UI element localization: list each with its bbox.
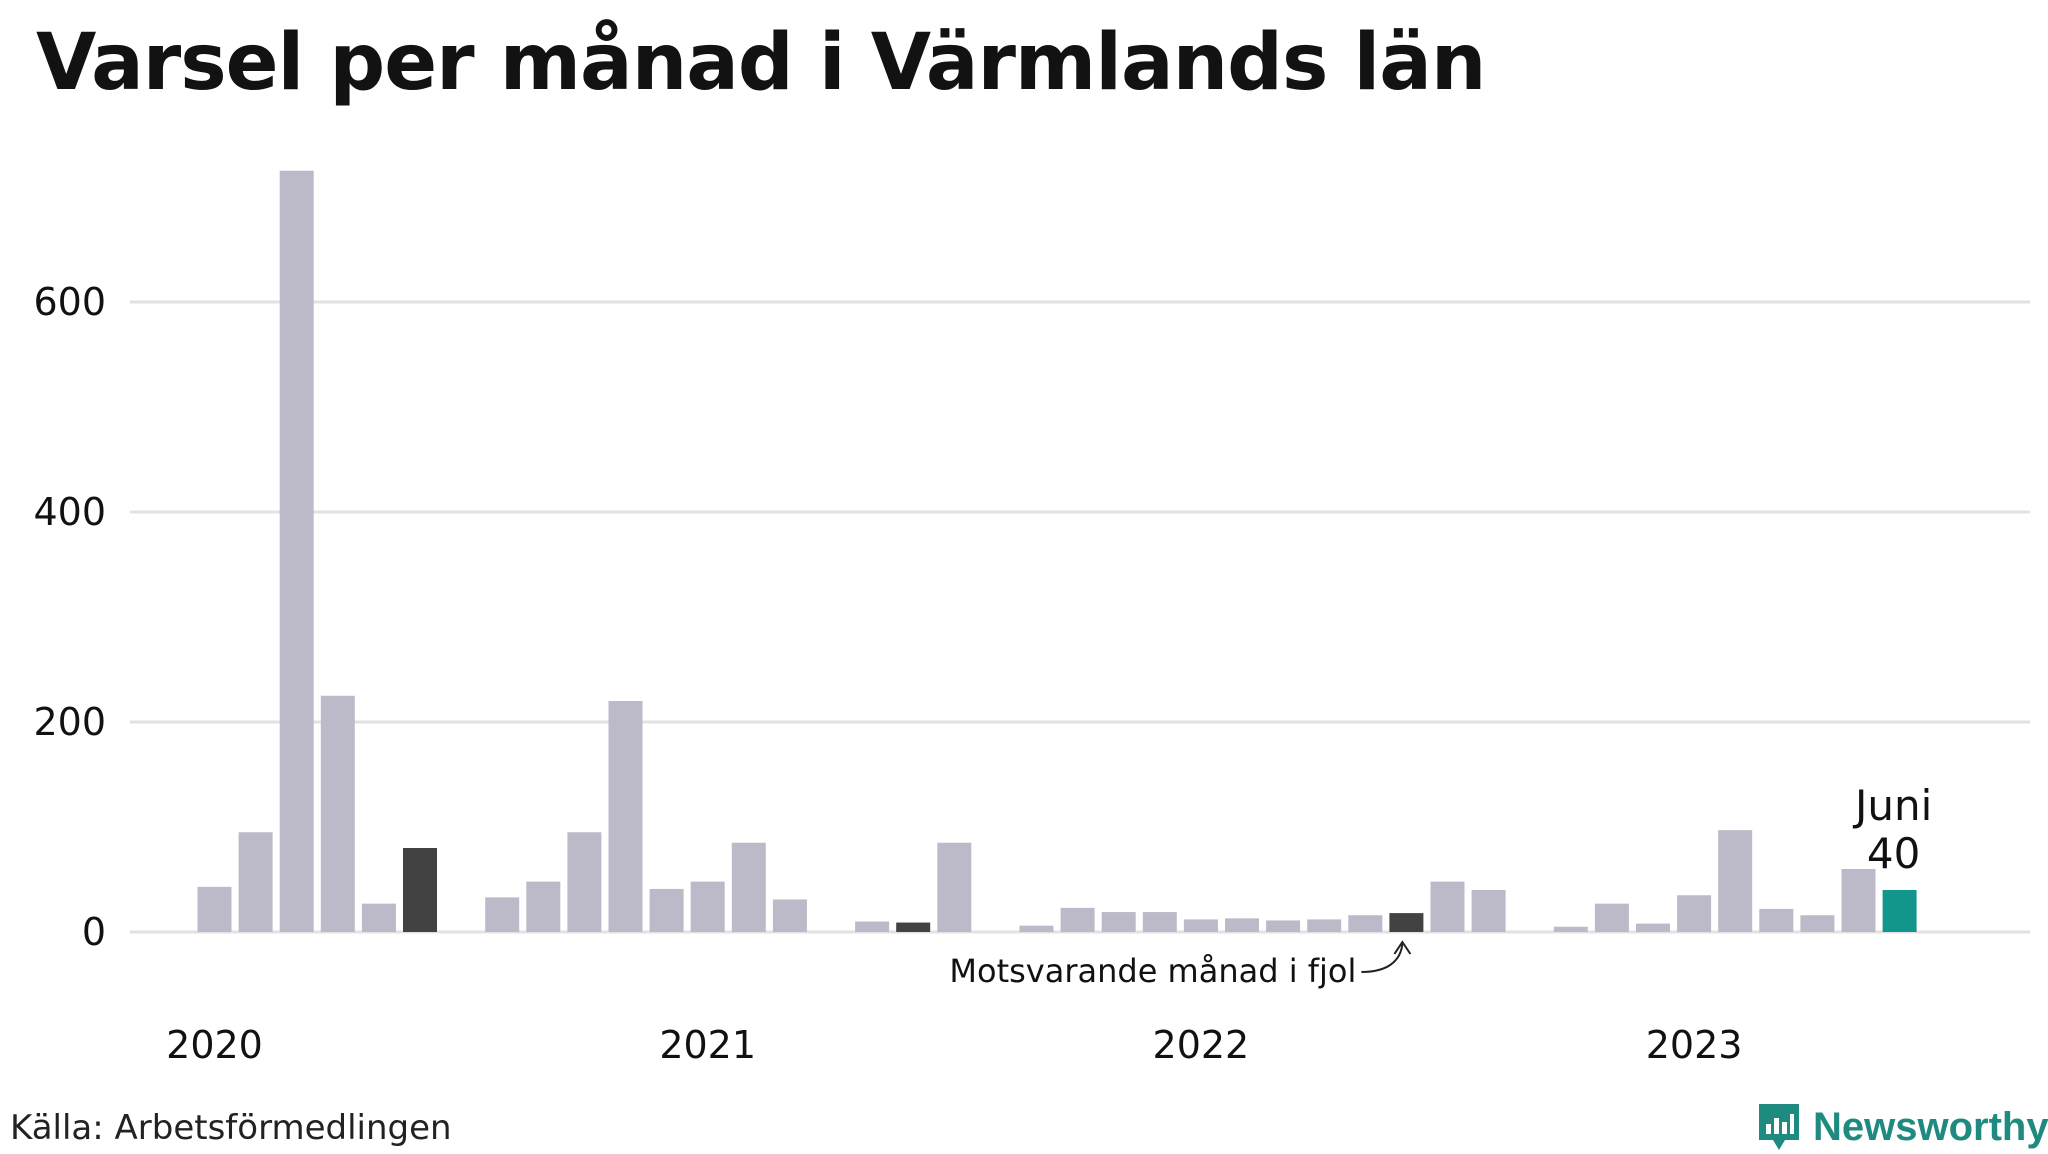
bar <box>1800 915 1835 932</box>
bar <box>1101 912 1136 932</box>
bar <box>1348 915 1383 932</box>
y-tick-label: 200 <box>33 700 106 744</box>
bar <box>1636 923 1670 932</box>
x-tick-label: 2021 <box>659 1023 756 1067</box>
bar <box>1430 881 1465 932</box>
bar <box>320 695 355 932</box>
brand-name: Newsworthy <box>1813 1104 2048 1149</box>
source-note: Källa: Arbetsförmedlingen <box>10 1108 452 1148</box>
bar <box>279 170 314 932</box>
bar <box>649 888 684 932</box>
bar <box>1594 903 1629 932</box>
y-tick-label: 600 <box>33 280 106 324</box>
y-tick-label: 400 <box>33 490 106 534</box>
bar <box>1060 907 1095 932</box>
bar <box>1183 919 1218 932</box>
bar <box>1841 869 1876 932</box>
bars <box>197 170 1917 932</box>
bar <box>731 842 766 932</box>
bar <box>1307 919 1342 932</box>
x-tick-label: 2022 <box>1153 1023 1250 1067</box>
bar <box>361 903 396 932</box>
bar <box>1718 830 1753 932</box>
bar <box>1553 926 1588 932</box>
last-year-arrow <box>1361 943 1404 973</box>
bar <box>567 832 602 932</box>
current-month-label: Juni <box>1852 781 1932 830</box>
bar <box>1759 908 1794 932</box>
bar <box>772 899 807 932</box>
bar <box>1142 912 1177 932</box>
bar <box>403 848 437 932</box>
bar <box>896 922 931 932</box>
bar <box>855 921 890 932</box>
bar <box>1019 925 1054 932</box>
gridlines <box>130 300 2030 934</box>
bar <box>485 897 520 932</box>
last-year-note: Motsvarande månad i fjol <box>949 952 1356 990</box>
bar <box>1389 913 1424 932</box>
newsworthy-logo-icon <box>1759 1104 1799 1150</box>
bar <box>1677 895 1712 932</box>
bar <box>1471 890 1506 932</box>
x-tick-label: 2020 <box>166 1023 263 1067</box>
brand: Newsworthy <box>1755 1100 2048 1154</box>
bar <box>526 881 561 932</box>
x-tick-label: 2023 <box>1646 1023 1743 1067</box>
annotations: Juni 40 Motsvarande månad i fjol <box>949 781 1932 990</box>
bar <box>197 886 232 932</box>
bar <box>1266 920 1301 932</box>
last-year-arrowhead <box>1393 940 1412 955</box>
bar <box>1882 890 1917 932</box>
y-axis-ticks: 0 200 400 600 <box>33 280 106 954</box>
x-axis-ticks: 2020 2021 2022 2023 <box>166 1023 1742 1067</box>
bar <box>690 881 725 932</box>
bar <box>937 842 972 932</box>
y-tick-label: 0 <box>82 910 106 954</box>
bar <box>608 701 643 932</box>
bar <box>1225 918 1259 932</box>
chart-title: Varsel per månad i Värmlands län <box>36 18 1486 108</box>
current-value-label: 40 <box>1867 829 1920 878</box>
bar <box>238 832 273 932</box>
